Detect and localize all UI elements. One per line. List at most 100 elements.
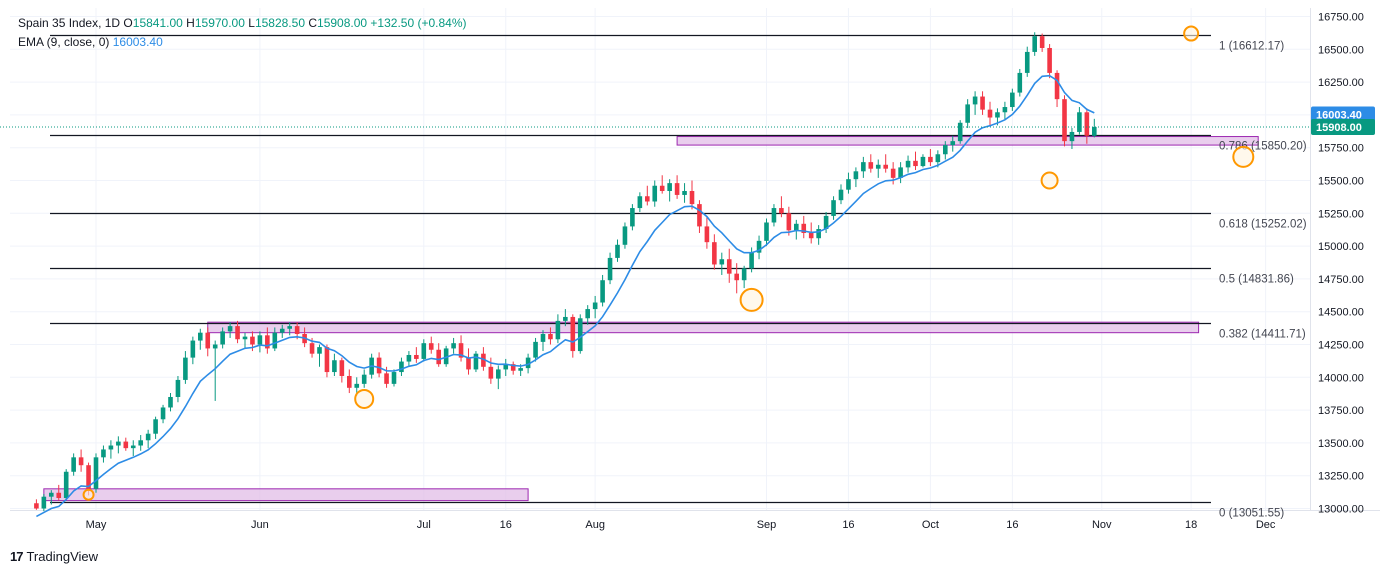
symbol-title[interactable]: Spain 35 Index, 1D bbox=[18, 16, 121, 30]
candle-body bbox=[1024, 51, 1030, 73]
candle-down bbox=[734, 263, 739, 294]
candle-up bbox=[563, 309, 568, 327]
candle-body bbox=[384, 373, 389, 384]
candle-up bbox=[630, 204, 635, 231]
candle-body bbox=[667, 183, 672, 191]
candle-body bbox=[153, 419, 158, 434]
candle-up bbox=[63, 469, 69, 501]
candle-down bbox=[868, 154, 874, 173]
ohlc-row: Spain 35 Index, 1D O15841.00 H15970.00 L… bbox=[18, 14, 467, 33]
candle-body bbox=[570, 316, 576, 352]
candle-up bbox=[160, 404, 166, 424]
candle-up bbox=[317, 344, 322, 367]
candle-body bbox=[347, 375, 352, 388]
candle-body bbox=[242, 336, 248, 340]
ema-price-label: 16003.40 bbox=[1316, 109, 1362, 121]
candle-body bbox=[317, 347, 322, 354]
candle-body bbox=[376, 357, 382, 374]
candle-body bbox=[473, 353, 479, 370]
tradingview-branding[interactable]: 17 TradingView bbox=[10, 549, 98, 564]
candle-body bbox=[1039, 36, 1045, 48]
candle-down bbox=[265, 327, 270, 354]
candle-body bbox=[980, 96, 985, 110]
candle-down bbox=[34, 499, 39, 510]
candle-down bbox=[1084, 108, 1090, 144]
candle-down bbox=[78, 449, 84, 472]
candle-up bbox=[861, 156, 866, 178]
candle-body bbox=[123, 441, 129, 449]
candle-up bbox=[838, 184, 844, 205]
candle-body bbox=[116, 441, 121, 446]
x-tick-label: Dec bbox=[1256, 519, 1276, 531]
candle-body bbox=[332, 360, 337, 373]
candle-body bbox=[749, 252, 754, 269]
candle-up bbox=[145, 429, 151, 449]
fib-level-label: 0.382 (14411.71) bbox=[1219, 329, 1306, 341]
close-price-label-bg bbox=[1311, 118, 1375, 135]
candle-up bbox=[220, 327, 225, 349]
candle-body bbox=[190, 340, 196, 358]
candle-body bbox=[1010, 92, 1015, 108]
candle-up bbox=[1010, 88, 1015, 111]
candle-body bbox=[436, 349, 441, 365]
candle-down bbox=[659, 175, 665, 194]
support-zone bbox=[43, 488, 529, 502]
candle-body bbox=[615, 244, 620, 258]
candle-body bbox=[414, 354, 419, 359]
candle-body bbox=[41, 496, 47, 509]
fib-level-label: 0.786 (15850.20) bbox=[1219, 141, 1307, 153]
y-tick-label: 16500.00 bbox=[1318, 44, 1364, 56]
candle-body bbox=[630, 208, 635, 227]
candle-up bbox=[361, 369, 367, 388]
candle-body bbox=[794, 223, 799, 231]
y-tick-label: 13750.00 bbox=[1318, 405, 1364, 417]
y-tick-label: 15750.00 bbox=[1318, 143, 1364, 155]
candle-down bbox=[674, 175, 680, 199]
x-tick-label: Jul bbox=[417, 519, 431, 531]
candle-body bbox=[875, 164, 881, 169]
ema-indicator-value: 16003.40 bbox=[112, 35, 163, 49]
candle-body bbox=[503, 364, 509, 370]
candle-up bbox=[451, 337, 456, 354]
y-tick-label: 15500.00 bbox=[1318, 176, 1364, 188]
ema-indicator-label[interactable]: EMA (9, close, 0) bbox=[18, 35, 110, 49]
candle-body bbox=[585, 309, 590, 319]
x-tick-label: 16 bbox=[842, 519, 854, 531]
close-label: C bbox=[308, 16, 318, 30]
candle-body bbox=[250, 336, 255, 345]
candle-down bbox=[436, 343, 441, 367]
candle-body bbox=[488, 366, 494, 379]
candle-body bbox=[913, 160, 918, 167]
candle-body bbox=[496, 369, 501, 379]
candle-down bbox=[488, 357, 494, 384]
candle-body bbox=[1032, 36, 1037, 52]
highlight-circle bbox=[739, 287, 764, 312]
candle-down bbox=[548, 327, 553, 345]
candle-up bbox=[831, 196, 836, 220]
candle-body bbox=[652, 185, 658, 202]
candle-down bbox=[1054, 70, 1060, 108]
candle-down bbox=[376, 352, 382, 378]
candle-up bbox=[183, 351, 188, 384]
x-tick-label: 18 bbox=[1185, 519, 1197, 531]
y-tick-label: 13250.00 bbox=[1318, 471, 1364, 483]
candle-up bbox=[1092, 118, 1097, 138]
candle-up bbox=[607, 252, 613, 285]
candle-down bbox=[801, 215, 807, 239]
x-tick-label: 16 bbox=[1006, 519, 1018, 531]
candle-body bbox=[466, 357, 471, 370]
candle-body bbox=[555, 320, 561, 340]
x-tick-label: Jun bbox=[251, 519, 269, 531]
candle-up bbox=[853, 167, 859, 188]
candle-body bbox=[607, 257, 613, 281]
candle-body bbox=[34, 503, 39, 509]
candle-body bbox=[481, 353, 486, 367]
candle-body bbox=[86, 465, 91, 489]
candle-down bbox=[689, 180, 695, 210]
highlight-circle bbox=[1232, 145, 1255, 168]
candle-down bbox=[987, 101, 993, 126]
candle-body bbox=[279, 328, 285, 333]
candle-down bbox=[347, 369, 352, 394]
highlight-circle bbox=[354, 388, 375, 409]
